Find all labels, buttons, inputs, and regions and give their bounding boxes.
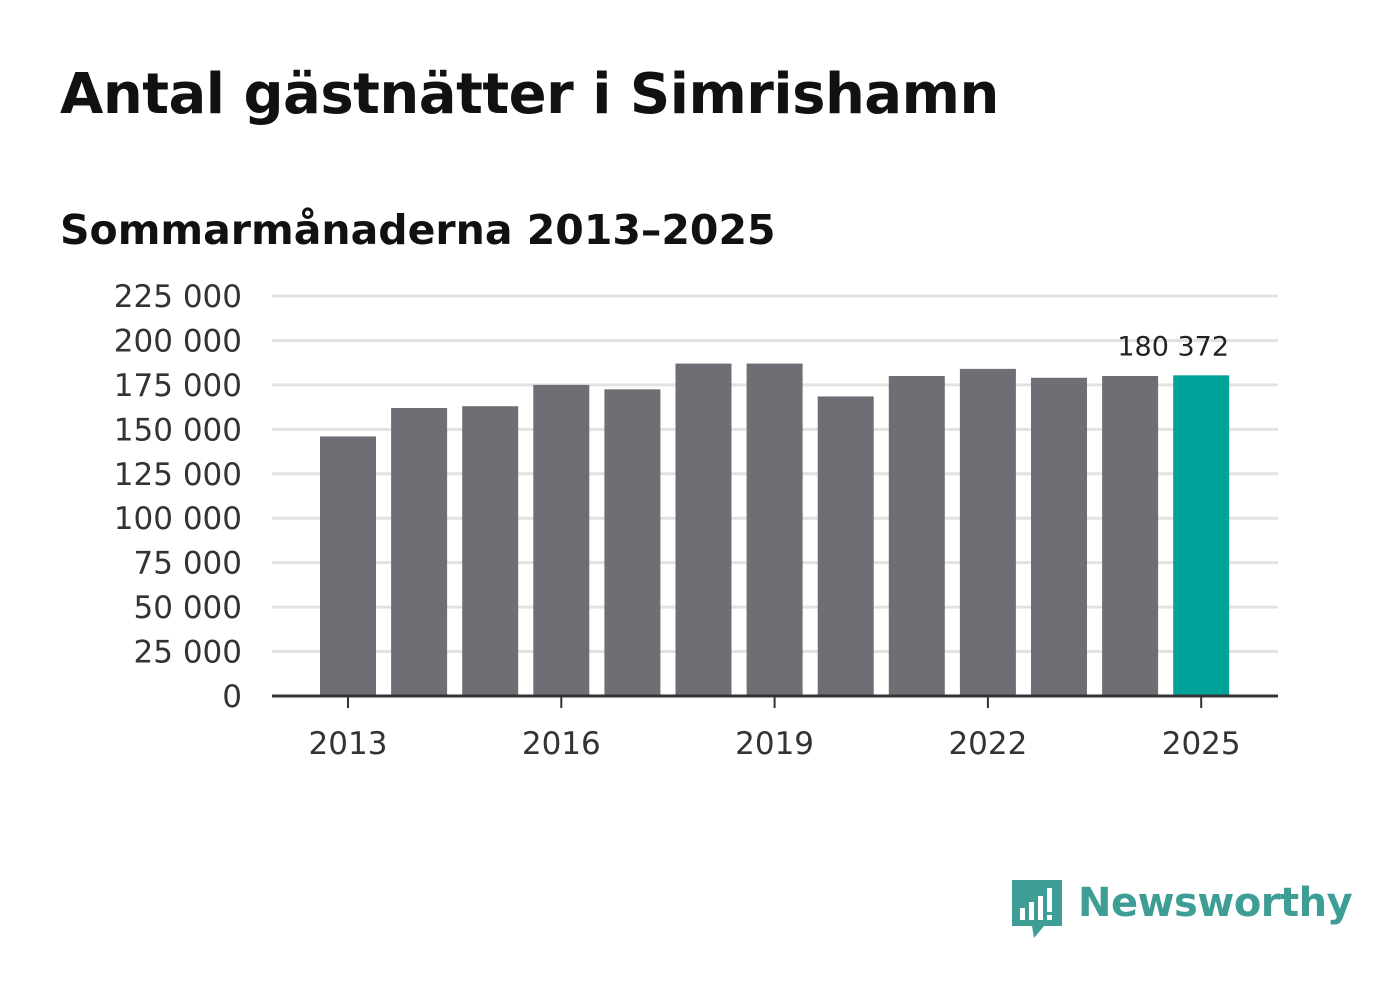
- bar-2020: [817, 396, 874, 696]
- data-label-2025: 180 372: [1117, 331, 1229, 362]
- bar-2025: [1173, 375, 1230, 696]
- bar-2018: [675, 363, 732, 696]
- axes: [272, 694, 1278, 708]
- x-tick-label: 2025: [1162, 726, 1241, 762]
- x-tick-label: 2016: [522, 726, 601, 762]
- y-tick-label: 225 000: [114, 279, 242, 315]
- y-tick-label: 0: [222, 679, 242, 715]
- y-tick-label: 50 000: [134, 590, 242, 626]
- bar-2024: [1102, 376, 1159, 696]
- bar-2021: [888, 376, 945, 696]
- y-tick-label: 150 000: [114, 412, 242, 448]
- chart-title: Antal gästnätter i Simrishamn: [60, 62, 999, 127]
- bar-2017: [604, 389, 661, 696]
- bar-2023: [1031, 377, 1087, 696]
- bar-2014: [391, 408, 448, 696]
- bars: [320, 363, 1230, 696]
- y-tick-label: 100 000: [114, 501, 242, 537]
- bar-2022: [959, 368, 1016, 696]
- y-tick-label: 125 000: [114, 457, 242, 493]
- chart-subtitle: Sommarmånaderna 2013–2025: [60, 206, 776, 254]
- y-tick-label: 25 000: [134, 635, 242, 671]
- brand-name: Newsworthy: [1078, 880, 1353, 926]
- bar-2015: [462, 406, 519, 696]
- y-tick-label: 75 000: [134, 546, 242, 582]
- bar-2016: [533, 384, 590, 696]
- x-tick-label: 2019: [735, 726, 814, 762]
- y-tick-label: 200 000: [114, 323, 242, 359]
- bar-2019: [746, 363, 803, 696]
- x-tick-label: 2013: [309, 726, 388, 762]
- bar-2013: [320, 436, 376, 696]
- labels: 0 25 000 50 000 75 000 100 000 125 000 150 000…: [114, 279, 1241, 762]
- y-tick-label: 175 000: [114, 368, 242, 404]
- x-tick-label: 2022: [948, 726, 1027, 762]
- bar-chart-speech-bubble-icon: [1012, 880, 1062, 938]
- newsworthy-logo: Newsworthy: [1010, 878, 1353, 942]
